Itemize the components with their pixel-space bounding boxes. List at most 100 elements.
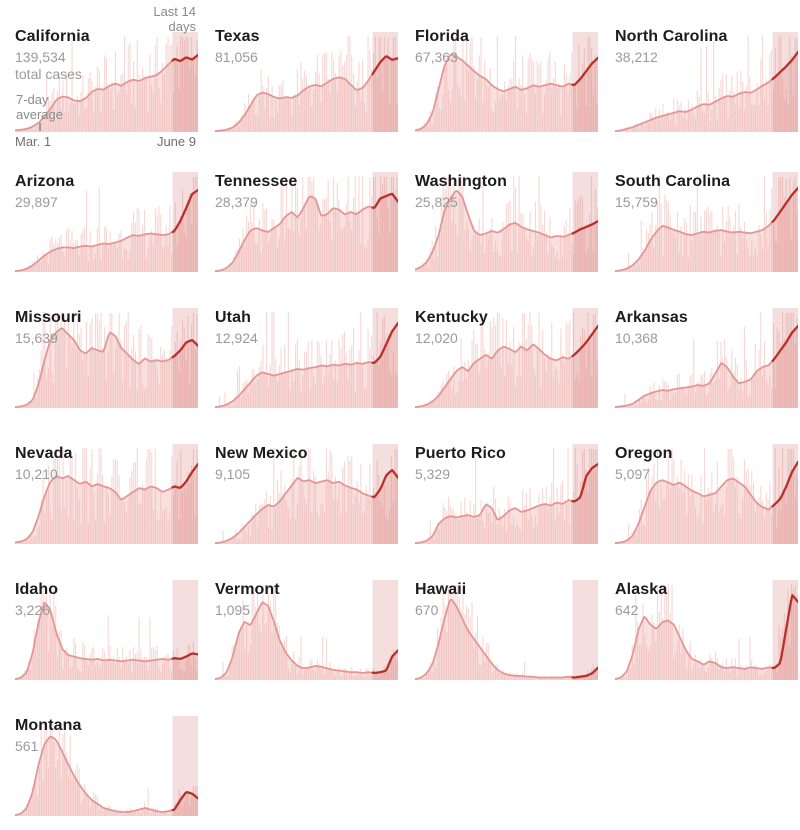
state-total-cases: 1,095 xyxy=(215,602,251,618)
state-chart-cell: Kentucky 12,020 xyxy=(400,286,600,422)
last-14-days-annotation: Last 14 days xyxy=(153,4,196,34)
x-axis-start-label: Mar. 1 xyxy=(15,134,52,149)
state-name: New Mexico xyxy=(215,445,308,462)
state-sparkline-chart xyxy=(15,308,198,408)
chart-header: California 139,534 total cases xyxy=(15,27,90,83)
chart-header: Nevada 10,210 xyxy=(15,444,73,483)
state-chart-cell: Alaska 642 xyxy=(600,558,800,694)
total-cases-label: total cases xyxy=(15,66,82,82)
state-chart-cell: Nevada 10,210 xyxy=(0,422,200,558)
state-total-cases: 5,097 xyxy=(615,466,651,482)
state-sparkline-chart xyxy=(15,580,198,680)
state-total-cases: 15,639 xyxy=(15,330,58,346)
state-chart-cell: New Mexico 9,105 xyxy=(200,422,400,558)
state-name: California xyxy=(15,28,90,45)
chart-header: Florida 67,363 xyxy=(415,27,469,66)
state-sparkline-chart xyxy=(415,308,598,408)
chart-header: Idaho 3,226 xyxy=(15,580,58,619)
state-sparkline-chart xyxy=(615,172,798,272)
state-sparkline-chart xyxy=(15,716,198,816)
state-total-cases: 67,363 xyxy=(415,49,458,65)
state-total-cases: 10,210 xyxy=(15,466,58,482)
state-sparkline-chart xyxy=(215,172,398,272)
state-sparkline-chart xyxy=(615,444,798,544)
state-total-cases: 81,056 xyxy=(215,49,258,65)
chart-header: Texas 81,056 xyxy=(215,27,260,66)
state-total-cases: 29,897 xyxy=(15,194,58,210)
state-chart-cell: Oregon 5,097 xyxy=(600,422,800,558)
chart-header: Vermont 1,095 xyxy=(215,580,280,619)
state-total-cases: 9,105 xyxy=(215,466,251,482)
state-total-cases: 12,020 xyxy=(415,330,458,346)
state-chart-cell: Florida 67,363 xyxy=(400,0,600,150)
state-name: Texas xyxy=(215,28,260,45)
state-sparkline-chart xyxy=(415,444,598,544)
chart-header: Kentucky 12,020 xyxy=(415,308,488,347)
chart-header: South Carolina 15,759 xyxy=(615,172,730,211)
state-name: Missouri xyxy=(15,309,82,326)
state-chart-cell: Montana 561 xyxy=(0,694,200,830)
state-chart-cell: Arizona 29,897 xyxy=(0,150,200,286)
state-total-cases: 10,368 xyxy=(615,330,658,346)
chart-header: Utah 12,924 xyxy=(215,308,258,347)
state-chart-cell: Arkansas 10,368 xyxy=(600,286,800,422)
state-total-cases: 139,534 xyxy=(15,49,66,65)
state-chart-cell: Vermont 1,095 xyxy=(200,558,400,694)
state-chart-cell: Missouri 15,639 xyxy=(0,286,200,422)
state-sparkline-chart xyxy=(215,444,398,544)
chart-header: North Carolina 38,212 xyxy=(615,27,728,66)
state-name: Tennessee xyxy=(215,173,298,190)
state-chart-cell: Hawaii 670 xyxy=(400,558,600,694)
state-total-cases: 38,212 xyxy=(615,49,658,65)
state-sparkline-chart xyxy=(15,172,198,272)
state-chart-cell: Last 14 days California 139,534 total ca… xyxy=(0,0,200,150)
chart-header: Montana 561 xyxy=(15,716,81,755)
state-sparkline-chart xyxy=(215,32,398,132)
state-name: Oregon xyxy=(615,445,673,462)
seven-day-average-annotation: 7-day average xyxy=(16,92,63,122)
annotation-tick xyxy=(39,123,41,131)
state-name: Kentucky xyxy=(415,309,488,326)
chart-header: New Mexico 9,105 xyxy=(215,444,308,483)
state-name: Washington xyxy=(415,173,507,190)
state-name: Alaska xyxy=(615,581,668,598)
state-name: Puerto Rico xyxy=(415,445,506,462)
state-name: Nevada xyxy=(15,445,73,462)
state-name: Montana xyxy=(15,717,82,734)
state-name: North Carolina xyxy=(615,28,728,45)
state-total-cases: 5,329 xyxy=(415,466,451,482)
state-name: Vermont xyxy=(215,581,280,598)
chart-header: Puerto Rico 5,329 xyxy=(415,444,506,483)
state-sparkline-chart xyxy=(415,580,598,680)
state-total-cases: 642 xyxy=(615,602,639,618)
state-name: Arizona xyxy=(15,173,75,190)
state-total-cases: 561 xyxy=(15,738,39,754)
state-total-cases: 15,759 xyxy=(615,194,658,210)
state-total-cases: 3,226 xyxy=(15,602,51,618)
chart-header: Hawaii 670 xyxy=(415,580,466,619)
chart-header: Missouri 15,639 xyxy=(15,308,82,347)
state-chart-cell: North Carolina 38,212 xyxy=(600,0,800,150)
state-chart-cell: Idaho 3,226 xyxy=(0,558,200,694)
state-sparkline-chart xyxy=(415,32,598,132)
state-sparkline-chart xyxy=(215,580,398,680)
state-name: Florida xyxy=(415,28,470,45)
state-chart-cell: Puerto Rico 5,329 xyxy=(400,422,600,558)
state-total-cases: 25,825 xyxy=(415,194,458,210)
state-sparkline-chart xyxy=(615,32,798,132)
state-sparkline-chart xyxy=(415,172,598,272)
state-sparkline-chart xyxy=(615,308,798,408)
state-chart-cell: Texas 81,056 xyxy=(200,0,400,150)
chart-header: Alaska 642 xyxy=(615,580,667,619)
state-name: Hawaii xyxy=(415,581,467,598)
state-name: Utah xyxy=(215,309,251,326)
state-chart-cell: South Carolina 15,759 xyxy=(600,150,800,286)
state-chart-cell: Tennessee 28,379 xyxy=(200,150,400,286)
state-sparkline-chart xyxy=(615,580,798,680)
state-name: Idaho xyxy=(15,581,59,598)
state-name: South Carolina xyxy=(615,173,731,190)
chart-header: Oregon 5,097 xyxy=(615,444,673,483)
state-name: Arkansas xyxy=(615,309,688,326)
state-chart-cell: Utah 12,924 xyxy=(200,286,400,422)
